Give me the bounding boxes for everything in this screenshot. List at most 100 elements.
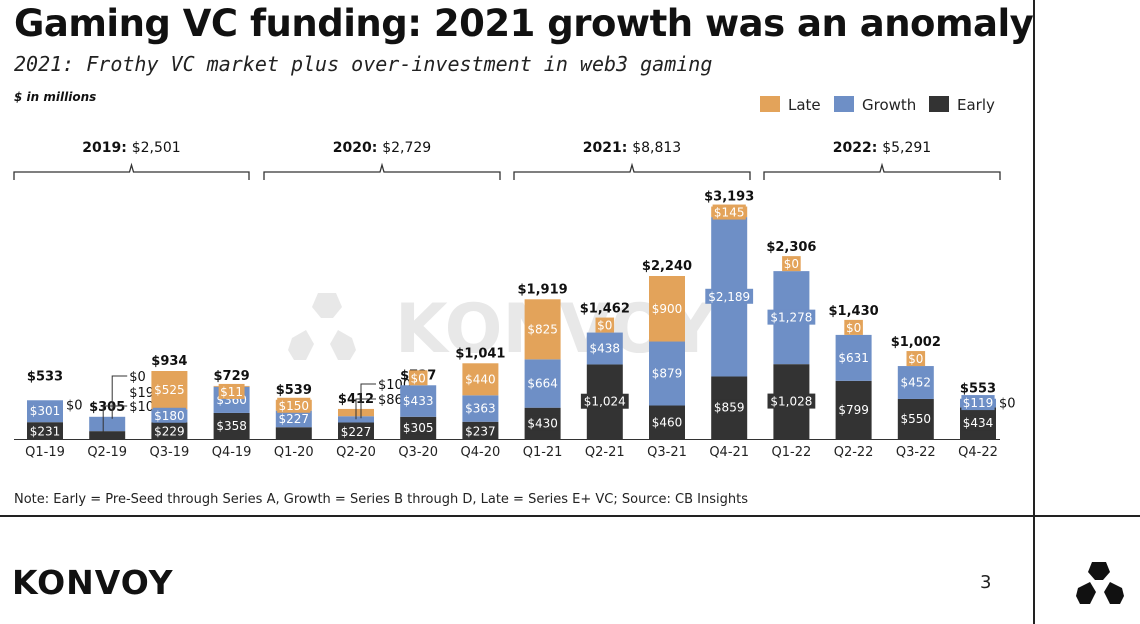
data-label-bg bbox=[152, 423, 186, 439]
page-number: 3 bbox=[980, 572, 992, 593]
data-label-bg bbox=[837, 401, 871, 417]
x-tick-label: Q2-20 bbox=[336, 445, 376, 460]
data-label-bg bbox=[28, 403, 62, 419]
legend-swatch bbox=[760, 96, 780, 112]
units-label: $ in millions bbox=[14, 90, 97, 104]
x-tick-label: Q1-22 bbox=[772, 445, 812, 460]
data-label-bg bbox=[906, 351, 926, 367]
data-label-bg bbox=[339, 424, 373, 439]
bar-total-label: $1,462 bbox=[580, 302, 630, 317]
callout-line bbox=[102, 405, 128, 434]
data-label-bg bbox=[401, 393, 435, 409]
year-total-label: 2022: $5,291 bbox=[833, 140, 931, 156]
bar-total-label: $3,193 bbox=[704, 190, 754, 205]
x-tick-label: Q3-21 bbox=[647, 445, 687, 460]
data-label: $180 bbox=[154, 409, 185, 423]
bar-total-label: $729 bbox=[214, 369, 250, 384]
data-label: $440 bbox=[465, 372, 496, 386]
data-label: $900 bbox=[652, 302, 683, 316]
bar-total-label: $305 bbox=[89, 400, 125, 415]
data-label-bg bbox=[844, 319, 863, 335]
data-label-bg bbox=[782, 256, 801, 272]
x-tick-label: Q2-22 bbox=[834, 445, 874, 460]
data-label: $434 bbox=[963, 416, 994, 430]
data-label: $305 bbox=[403, 421, 434, 435]
year-bracket bbox=[263, 162, 501, 180]
data-label-bg bbox=[152, 407, 186, 423]
data-label: $231 bbox=[30, 425, 61, 439]
data-label-bg bbox=[526, 375, 560, 391]
x-tick-label: Q4-22 bbox=[958, 445, 998, 460]
data-label-bg bbox=[767, 309, 816, 325]
data-label: $433 bbox=[403, 394, 434, 408]
watermark-logo-icon bbox=[330, 330, 356, 360]
legend-label: Growth bbox=[862, 96, 916, 114]
data-label: $879 bbox=[652, 367, 683, 381]
x-tick-label: Q4-19 bbox=[212, 445, 252, 460]
callout-data-label: $86 bbox=[378, 393, 403, 408]
data-label: $460 bbox=[652, 415, 683, 429]
data-label: $11 bbox=[220, 385, 243, 399]
data-label: $452 bbox=[901, 376, 932, 390]
data-label: $664 bbox=[527, 377, 558, 391]
x-tick-label: Q2-21 bbox=[585, 445, 625, 460]
bar-segment-growth bbox=[89, 416, 126, 432]
bar-total-label: $539 bbox=[276, 383, 312, 398]
data-label-bg bbox=[767, 393, 816, 409]
legend-label: Late bbox=[788, 96, 821, 114]
data-label: $145 bbox=[714, 206, 745, 220]
data-label: $0 bbox=[908, 352, 923, 366]
data-label: $2,189 bbox=[708, 290, 750, 304]
data-label-bg bbox=[580, 393, 629, 409]
data-label: $227 bbox=[341, 425, 372, 439]
bar-total-label: $1,002 bbox=[891, 335, 941, 350]
year-total-label: 2019: $2,501 bbox=[82, 140, 180, 156]
data-label: $0 bbox=[846, 321, 861, 335]
x-tick-label: Q1-19 bbox=[25, 445, 65, 460]
data-label: $1,024 bbox=[584, 395, 626, 409]
data-label: $438 bbox=[590, 342, 621, 356]
data-label-bg bbox=[595, 317, 615, 333]
bar-total-label: $2,240 bbox=[642, 259, 692, 274]
data-label: $1,278 bbox=[770, 311, 812, 325]
data-label-bg bbox=[837, 349, 871, 365]
zero-late-label: $0 bbox=[999, 397, 1016, 412]
data-label-bg bbox=[588, 340, 622, 356]
data-label: $0 bbox=[597, 319, 612, 333]
bar-segment-early bbox=[89, 431, 126, 439]
data-label: $119 bbox=[963, 396, 994, 410]
data-label: $150 bbox=[279, 399, 310, 413]
callout-line bbox=[111, 375, 128, 419]
data-label: $430 bbox=[527, 416, 558, 430]
data-label-bg bbox=[650, 300, 684, 316]
data-label: $0 bbox=[411, 371, 426, 385]
data-label: $825 bbox=[527, 322, 558, 336]
year-bracket bbox=[763, 162, 1001, 180]
data-label-bg bbox=[277, 397, 311, 413]
callout-line bbox=[355, 398, 376, 420]
data-label-bg bbox=[712, 204, 746, 220]
data-label-bg bbox=[28, 423, 62, 439]
data-label-bg bbox=[463, 371, 497, 387]
bar-segment-early bbox=[275, 427, 312, 439]
x-tick-label: Q1-21 bbox=[523, 445, 563, 460]
data-label: $229 bbox=[154, 425, 185, 439]
watermark-logo-icon bbox=[288, 330, 314, 360]
data-label-bg bbox=[650, 365, 684, 381]
data-label-bg bbox=[215, 417, 249, 433]
data-label-bg bbox=[152, 382, 186, 398]
data-label-bg bbox=[961, 415, 995, 431]
callout-line bbox=[360, 383, 376, 419]
legend-label: Early bbox=[957, 96, 995, 114]
data-label: $525 bbox=[154, 383, 185, 397]
data-label-bg bbox=[218, 383, 245, 399]
data-label-bg bbox=[650, 414, 684, 430]
year-bracket bbox=[513, 162, 751, 180]
callout-data-label: $0 bbox=[129, 370, 146, 385]
data-label: $358 bbox=[216, 419, 247, 433]
data-label: $550 bbox=[901, 412, 932, 426]
data-label: $631 bbox=[838, 351, 869, 365]
bar-total-label: $1,041 bbox=[455, 346, 505, 361]
chart-subtitle: 2021: Frothy VC market plus over-investm… bbox=[14, 52, 713, 76]
data-label-bg bbox=[463, 400, 497, 416]
